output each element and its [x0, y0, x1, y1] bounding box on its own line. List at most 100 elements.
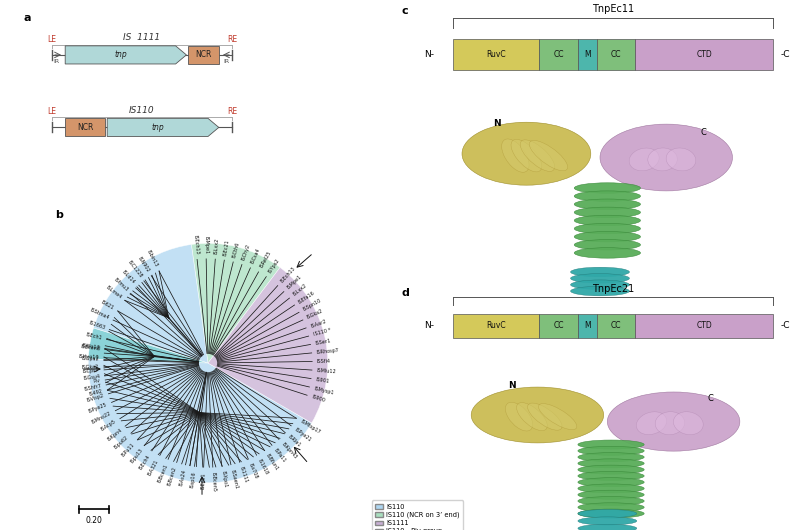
Text: ISChy2: ISChy2	[241, 243, 251, 261]
Polygon shape	[107, 118, 218, 137]
Text: c: c	[402, 6, 408, 16]
Text: ISAar2: ISAar2	[310, 319, 327, 329]
Ellipse shape	[462, 122, 590, 185]
Text: M: M	[584, 50, 590, 59]
Text: d: d	[402, 288, 409, 298]
Text: ISGsu4: ISGsu4	[82, 374, 100, 381]
Ellipse shape	[578, 497, 644, 506]
Text: ISC1228: ISC1228	[126, 260, 143, 279]
Text: ISPu11: ISPu11	[121, 441, 136, 457]
Ellipse shape	[600, 124, 733, 191]
Text: ISGpa2: ISGpa2	[82, 356, 99, 362]
Ellipse shape	[578, 459, 644, 468]
Text: ISSer1: ISSer1	[314, 338, 331, 346]
Ellipse shape	[502, 139, 529, 172]
Ellipse shape	[570, 280, 630, 289]
Ellipse shape	[574, 183, 641, 193]
FancyBboxPatch shape	[188, 46, 218, 64]
Text: ISGka2: ISGka2	[306, 308, 324, 320]
Polygon shape	[65, 46, 186, 64]
Ellipse shape	[578, 440, 644, 449]
Text: ISEch1: ISEch1	[85, 332, 102, 341]
Text: tnp: tnp	[151, 123, 164, 132]
Text: ISRel25: ISRel25	[258, 251, 272, 269]
Text: ISMtsp17: ISMtsp17	[299, 419, 321, 435]
FancyBboxPatch shape	[539, 314, 578, 338]
Text: tnp: tnp	[114, 50, 126, 59]
Text: ISHvo10: ISHvo10	[78, 354, 99, 360]
Ellipse shape	[629, 148, 659, 171]
FancyBboxPatch shape	[453, 314, 539, 338]
Ellipse shape	[578, 490, 644, 499]
Text: ISYps2: ISYps2	[267, 258, 280, 274]
Text: N: N	[493, 119, 501, 128]
Text: N-: N-	[424, 321, 434, 330]
Text: ISCps7: ISCps7	[82, 368, 99, 374]
Ellipse shape	[511, 139, 542, 172]
Text: LE: LE	[47, 108, 57, 116]
Ellipse shape	[578, 478, 644, 487]
Ellipse shape	[570, 267, 630, 277]
Text: ISPye25: ISPye25	[88, 402, 108, 414]
Text: ISRhosp7: ISRhosp7	[316, 348, 339, 355]
Text: LE: LE	[47, 35, 57, 44]
Ellipse shape	[578, 446, 644, 455]
Text: ISsp16: ISsp16	[190, 471, 197, 488]
Text: ISEc11: ISEc11	[200, 472, 206, 489]
Ellipse shape	[517, 403, 547, 431]
Ellipse shape	[578, 509, 644, 518]
Ellipse shape	[471, 387, 604, 443]
Text: CC: CC	[611, 321, 622, 330]
Ellipse shape	[607, 392, 740, 451]
Ellipse shape	[578, 524, 637, 530]
Text: IS 1111: IS 1111	[123, 33, 161, 42]
Text: ISBcen8: ISBcen8	[80, 344, 100, 351]
Ellipse shape	[578, 517, 637, 525]
Text: ISKpn4: ISKpn4	[106, 427, 123, 441]
FancyBboxPatch shape	[578, 39, 597, 70]
Ellipse shape	[506, 402, 533, 431]
FancyBboxPatch shape	[597, 314, 635, 338]
Text: ISpu62: ISpu62	[113, 435, 129, 450]
Legend: IS110, IS110 (NCR on 3’ end), IS1111, IS110 - Piv group: IS110, IS110 (NCR on 3’ end), IS1111, IS…	[372, 500, 463, 530]
Text: NCR: NCR	[77, 123, 93, 132]
Ellipse shape	[570, 273, 630, 283]
FancyBboxPatch shape	[65, 118, 105, 137]
Text: ISEch13: ISEch13	[279, 266, 296, 284]
Text: IS110: IS110	[129, 106, 155, 115]
Text: ISLme4: ISLme4	[105, 285, 122, 299]
Ellipse shape	[578, 509, 637, 518]
FancyBboxPatch shape	[635, 314, 773, 338]
Text: RuvC: RuvC	[486, 50, 506, 59]
Text: ISBcen5: ISBcen5	[210, 472, 217, 492]
Text: IS901: IS901	[315, 377, 330, 384]
Text: ISPye21: ISPye21	[294, 427, 312, 443]
Text: ISBcen1: ISBcen1	[156, 463, 169, 483]
Text: IS621: IS621	[100, 299, 115, 311]
Ellipse shape	[570, 286, 630, 296]
Text: IR: IR	[53, 59, 59, 64]
FancyBboxPatch shape	[453, 39, 539, 70]
Wedge shape	[88, 328, 208, 363]
Wedge shape	[94, 244, 208, 363]
Text: ISMpe1: ISMpe1	[286, 274, 302, 290]
Ellipse shape	[655, 412, 685, 435]
Ellipse shape	[520, 140, 554, 171]
Text: RuvC: RuvC	[486, 321, 506, 330]
Text: TnpEc11: TnpEc11	[592, 4, 634, 14]
Text: ISEfa16: ISEfa16	[297, 290, 315, 304]
Text: RE: RE	[227, 35, 237, 44]
Text: ISSfi4: ISSfi4	[317, 359, 331, 364]
Text: ISMlu12: ISMlu12	[317, 368, 337, 374]
FancyBboxPatch shape	[597, 39, 635, 70]
Text: C: C	[707, 394, 714, 403]
Text: CC: CC	[554, 50, 564, 59]
Ellipse shape	[578, 453, 644, 462]
Ellipse shape	[666, 148, 696, 171]
Ellipse shape	[574, 215, 641, 226]
Ellipse shape	[648, 148, 678, 171]
Text: IS1663: IS1663	[88, 320, 106, 330]
Ellipse shape	[578, 484, 644, 493]
Text: ISN902: ISN902	[137, 255, 150, 273]
Text: ISs708: ISs708	[248, 463, 259, 480]
